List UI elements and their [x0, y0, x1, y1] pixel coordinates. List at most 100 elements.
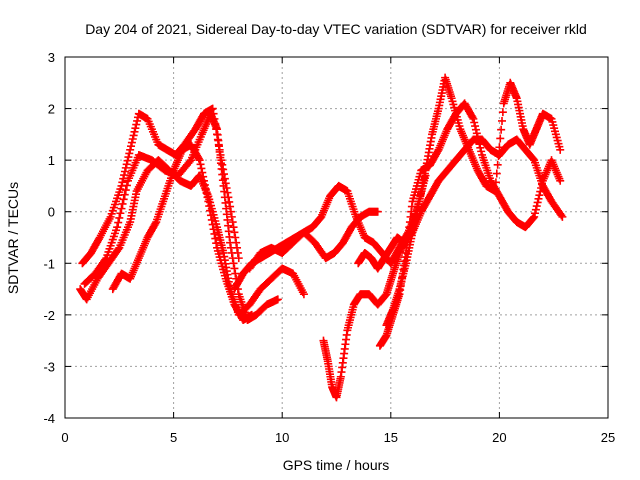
data-point [477, 147, 486, 156]
chart-title: Day 204 of 2021, Sidereal Day-to-day VTE… [85, 21, 587, 37]
data-point [121, 186, 130, 195]
data-point [471, 125, 480, 134]
x-tick-label: 10 [275, 430, 289, 445]
data-point [120, 167, 129, 176]
data-point [533, 198, 542, 207]
data-point [200, 180, 209, 189]
data-point [473, 132, 482, 141]
data-point [151, 219, 160, 228]
y-tick-label: 0 [48, 205, 55, 220]
y-tick-label: -3 [43, 359, 55, 374]
data-point [231, 269, 240, 278]
data-point [194, 154, 203, 163]
data-point [130, 127, 139, 136]
data-point [199, 172, 208, 181]
data-point [530, 212, 539, 221]
data-point [205, 202, 214, 211]
data-point [471, 122, 480, 131]
y-tick-label: 1 [48, 153, 55, 168]
data-point [537, 180, 546, 189]
data-point [117, 204, 126, 213]
axis-ticks: 0 5 10 15 20 25 -4 -3 -2 -1 0 1 2 3 [43, 50, 615, 445]
data-point [556, 145, 565, 154]
data-point [227, 212, 236, 221]
data-point [211, 234, 220, 243]
data-point [127, 138, 136, 147]
x-axis-label: GPS time / hours [283, 457, 390, 473]
data-point [529, 213, 538, 222]
series-track-1 [76, 156, 308, 319]
data-point [210, 229, 219, 238]
data-point [299, 290, 308, 299]
plot-frame [64, 56, 609, 419]
series-track-10 [375, 99, 565, 350]
data-point [201, 185, 210, 194]
data-point [495, 143, 504, 152]
data-point [476, 143, 485, 152]
data-point [469, 114, 478, 123]
data-point [492, 169, 501, 178]
data-point [496, 134, 505, 143]
data-point [122, 160, 131, 169]
data-point [557, 211, 566, 220]
data-point [195, 156, 204, 165]
data-point [127, 142, 136, 151]
data-point [227, 248, 236, 257]
data-point [529, 155, 538, 164]
grid [65, 57, 608, 418]
data-point [196, 160, 205, 169]
data-point [101, 255, 110, 264]
data-point [132, 120, 141, 129]
y-tick-label: -1 [43, 256, 55, 271]
data-point [116, 209, 125, 218]
data-point [203, 193, 212, 202]
data-point [133, 116, 142, 125]
data-point [124, 153, 133, 162]
data-point [212, 239, 221, 248]
data-point [113, 223, 122, 232]
series-track-8 [354, 135, 567, 273]
data-point [474, 136, 483, 145]
data-marks [76, 73, 567, 402]
data-point [229, 223, 238, 232]
data-point [226, 238, 235, 247]
data-point [125, 149, 134, 158]
data-point [230, 264, 239, 273]
data-point [230, 228, 239, 237]
data-point [493, 160, 502, 169]
data-point [558, 212, 567, 221]
data-point [472, 129, 481, 138]
data-point [531, 205, 540, 214]
data-point [497, 125, 506, 134]
data-point [118, 199, 127, 208]
data-point [129, 131, 138, 140]
data-point [126, 145, 135, 154]
data-point [225, 197, 234, 206]
data-point [535, 191, 544, 200]
data-point [121, 163, 130, 172]
data-point [228, 218, 237, 227]
data-point [122, 181, 131, 190]
data-point [208, 220, 217, 229]
data-point [534, 194, 543, 203]
data-point [120, 190, 129, 199]
data-point [470, 118, 479, 127]
data-point [433, 147, 442, 156]
data-point [531, 209, 540, 218]
data-point [206, 211, 215, 220]
data-point [226, 243, 235, 252]
data-point [207, 215, 216, 224]
data-point [247, 310, 256, 319]
data-point [119, 195, 128, 204]
data-point [185, 157, 194, 166]
data-point [114, 218, 123, 227]
x-tick-label: 5 [170, 430, 177, 445]
y-tick-label: -4 [43, 411, 55, 426]
x-tick-label: 0 [61, 430, 68, 445]
series-track-4 [108, 140, 256, 325]
data-point [206, 206, 215, 215]
data-point [273, 295, 282, 304]
data-point [197, 164, 206, 173]
data-point [226, 207, 235, 216]
